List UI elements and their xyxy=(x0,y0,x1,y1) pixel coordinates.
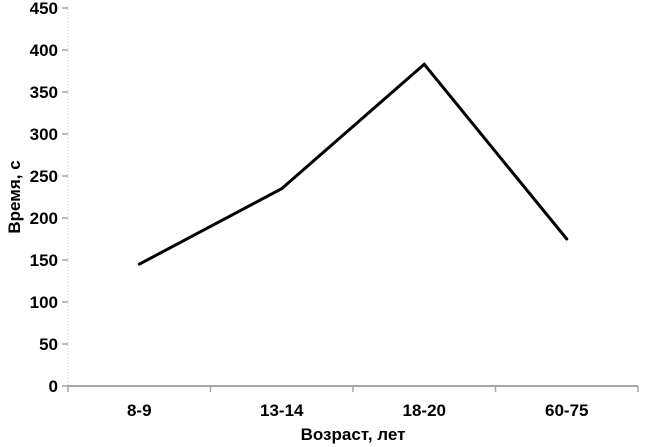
y-tick-label: 100 xyxy=(30,293,58,312)
x-axis-title: Возраст, лет xyxy=(301,425,406,444)
y-tick-label: 200 xyxy=(30,209,58,228)
x-category-label: 60-75 xyxy=(545,401,588,420)
y-tick-label: 0 xyxy=(49,377,58,396)
y-tick-label: 300 xyxy=(30,125,58,144)
y-axis: 0 50 100 150 200 250 300 350 400 450 xyxy=(30,0,69,396)
y-tick-label: 350 xyxy=(30,83,58,102)
y-tick-label: 250 xyxy=(30,167,58,186)
x-axis: 8-9 13-14 18-20 60-75 xyxy=(67,385,639,420)
y-axis-title: Время, с xyxy=(5,160,24,233)
y-tick-label: 50 xyxy=(39,335,58,354)
y-tick-label: 400 xyxy=(30,41,58,60)
x-category-label: 18-20 xyxy=(403,401,446,420)
data-series-line xyxy=(137,62,569,266)
y-tick-label: 450 xyxy=(30,0,58,18)
y-tick-label: 150 xyxy=(30,251,58,270)
x-category-label: 8-9 xyxy=(127,401,152,420)
x-category-label: 13-14 xyxy=(260,401,304,420)
